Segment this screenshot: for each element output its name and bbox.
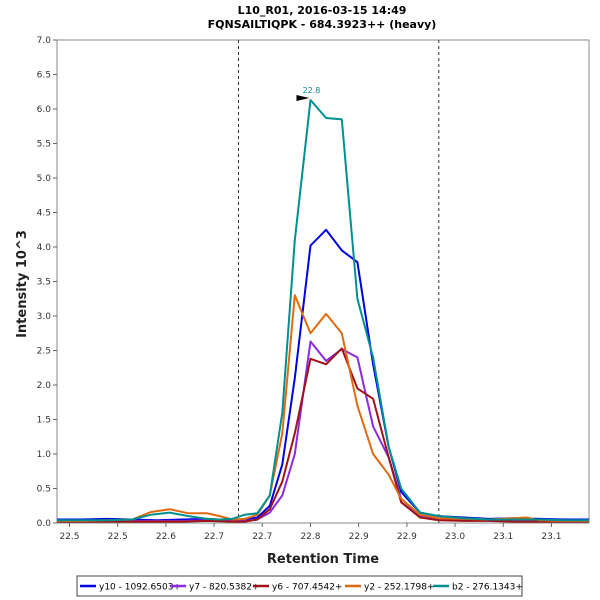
y-tick-label: 1.0 — [37, 450, 52, 460]
legend: y10 - 1092.6503+ y7 - 820.5382+ y6 - 707… — [76, 575, 523, 597]
x-tick-label: 22.8 — [300, 532, 320, 542]
legend-label-b2: b2 - 276.1343+ — [452, 583, 523, 593]
x-tick-label: 23.1 — [493, 532, 513, 542]
y-tick-label: 4.5 — [37, 209, 51, 219]
y-tick-label: 0.5 — [37, 485, 51, 495]
y-tick-label: 2.5 — [37, 347, 51, 357]
x-tick-label: 22.5 — [59, 532, 79, 542]
y-tick-label: 4.0 — [37, 243, 52, 253]
legend-box — [76, 575, 523, 597]
series-line-b2 — [57, 99, 589, 522]
y-tick-label: 3.0 — [37, 312, 52, 322]
y-tick-label: 6.5 — [37, 71, 51, 81]
chart-subtitle: FQNSAILTIQPK - 684.3923++ (heavy) — [208, 18, 437, 31]
plot-area — [56, 39, 590, 524]
y-tick-label: 2.0 — [37, 381, 52, 391]
y-tick-label: 3.5 — [37, 278, 51, 288]
x-tick-label: 22.7 — [252, 532, 272, 542]
plot-frame — [56, 39, 590, 524]
chart-title: L10_R01, 2016-03-15 14:49 — [238, 4, 407, 17]
legend-label-y2: y2 - 252.1798+ — [364, 583, 435, 593]
x-tick-label: 23.0 — [445, 532, 465, 542]
x-tick-label: 22.5 — [108, 532, 128, 542]
x-tick-label: 22.9 — [349, 532, 369, 542]
y-tick-label: 5.0 — [37, 174, 52, 184]
y-axis-title: Intensity 10^3 — [15, 230, 30, 338]
legend-label-y7: y7 - 820.5382+ — [189, 583, 260, 593]
y-tick-label: 5.5 — [37, 140, 51, 150]
x-tick-label: 22.7 — [204, 532, 224, 542]
y-tick-label: 6.0 — [37, 105, 52, 115]
x-tick-label: 22.9 — [397, 532, 417, 542]
legend-label-y10: y10 - 1092.6503+ — [99, 583, 181, 593]
x-tick-label: 23.1 — [541, 532, 561, 542]
y-tick-label: 7.0 — [37, 36, 52, 46]
peak-arrow-marker — [296, 95, 310, 102]
x-axis-title: Retention Time — [267, 552, 379, 567]
y-tick-label: 0.0 — [37, 519, 52, 529]
x-tick-label: 22.6 — [156, 532, 176, 542]
peak-retention-label: 22.8 — [303, 86, 321, 95]
legend-label-y6: y6 - 707.4542+ — [272, 583, 343, 593]
series-line-y6 — [57, 347, 589, 523]
y-tick-label: 1.5 — [37, 416, 51, 426]
